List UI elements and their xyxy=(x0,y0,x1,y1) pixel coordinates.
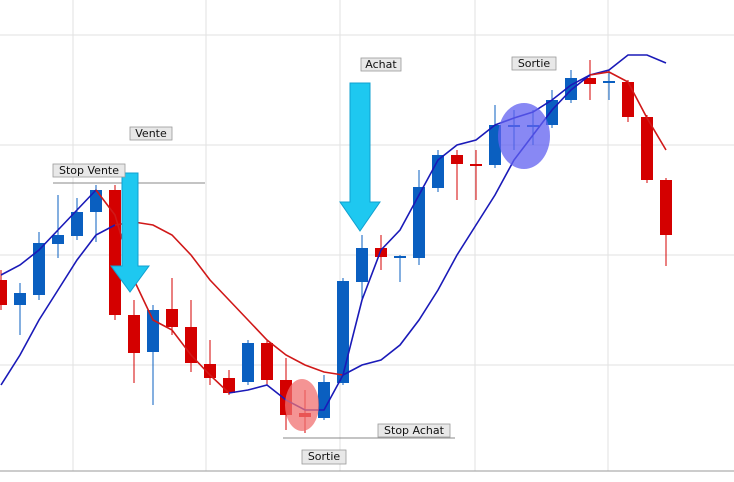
candle-body xyxy=(242,343,254,382)
candle-body xyxy=(432,155,444,188)
annotation: Stop Achat xyxy=(377,423,451,438)
candle-body xyxy=(147,310,159,352)
annotation: Vente xyxy=(129,126,173,141)
candle-body xyxy=(71,212,83,236)
candle-body xyxy=(52,235,64,244)
buy-arrow xyxy=(339,82,381,232)
candle-body xyxy=(584,78,596,84)
candle-body xyxy=(128,315,140,353)
candle-body xyxy=(489,125,501,165)
candle-body xyxy=(622,82,634,117)
moving-average-line xyxy=(0,189,97,276)
candle-body xyxy=(413,187,425,258)
sell-arrow xyxy=(110,172,150,293)
annotation-text: Stop Achat xyxy=(384,424,445,437)
candle-body xyxy=(223,378,235,393)
annotation: Stop Vente xyxy=(52,163,126,178)
candle-body xyxy=(660,180,672,235)
candle-body xyxy=(394,256,406,258)
candle-body xyxy=(337,281,349,383)
moving-average-line xyxy=(342,54,667,376)
candle-body xyxy=(603,81,615,83)
annotation: Sortie xyxy=(301,449,347,465)
moving-average-line xyxy=(589,71,667,151)
exit-marker xyxy=(285,379,319,431)
moving-average-line xyxy=(0,224,116,386)
moving-average-line xyxy=(95,189,230,394)
candle-body xyxy=(470,164,482,166)
candle-body xyxy=(185,327,197,363)
moving-average-line xyxy=(114,221,344,376)
candle-body xyxy=(546,100,558,125)
candle-body xyxy=(14,293,26,305)
candle-body xyxy=(204,364,216,378)
exit-marker xyxy=(498,103,550,169)
candle-body xyxy=(641,117,653,180)
annotation-text: Achat xyxy=(365,58,397,71)
candle-body xyxy=(261,343,273,380)
candle-body xyxy=(356,248,368,282)
candle-body xyxy=(0,280,7,305)
annotation-text: Stop Vente xyxy=(59,164,119,177)
candle-body xyxy=(166,309,178,327)
candle-body xyxy=(90,190,102,212)
annotation-text: Vente xyxy=(135,127,167,140)
candle-body xyxy=(109,190,121,315)
candle-body xyxy=(451,155,463,164)
annotation-text: Sortie xyxy=(308,450,341,463)
candle-body xyxy=(318,382,330,418)
annotation-text: Sortie xyxy=(518,57,551,70)
annotation: Sortie xyxy=(511,56,557,71)
candle-body xyxy=(375,248,387,257)
annotation: Achat xyxy=(360,57,402,72)
candle-body xyxy=(33,243,45,295)
